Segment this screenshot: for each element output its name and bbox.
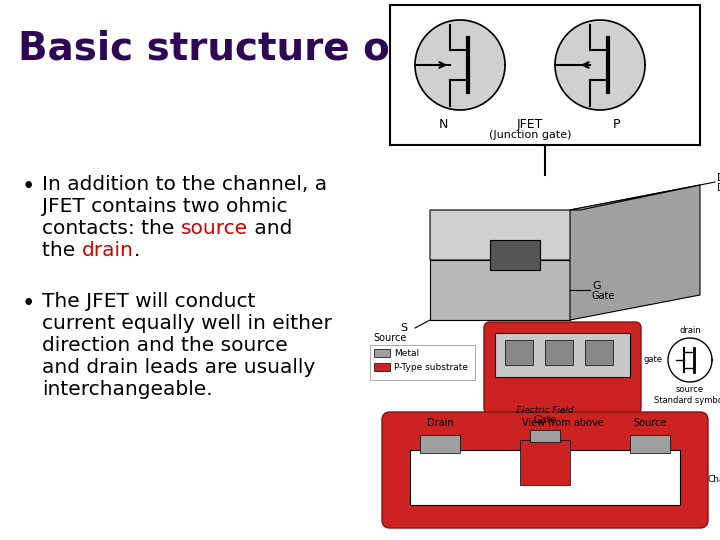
Polygon shape	[430, 260, 570, 320]
Polygon shape	[430, 210, 580, 260]
Text: •: •	[22, 175, 35, 198]
Text: Drain: Drain	[717, 183, 720, 193]
Text: and: and	[248, 219, 292, 238]
Text: P: P	[613, 118, 621, 131]
Text: .: .	[133, 241, 140, 260]
Text: The JFET will conduct: The JFET will conduct	[42, 292, 256, 311]
Text: Basic structure of JFETs: Basic structure of JFETs	[18, 30, 533, 68]
Bar	[505, 340, 533, 365]
Text: Source: Source	[634, 418, 667, 428]
Text: interchangeable.: interchangeable.	[42, 380, 212, 399]
Text: Electric Field: Electric Field	[516, 406, 574, 415]
Text: N: N	[438, 118, 448, 131]
Bar	[390, 5, 700, 145]
Bar	[495, 333, 630, 377]
Text: In addition to the channel, a: In addition to the channel, a	[42, 175, 327, 194]
Text: Source: Source	[374, 333, 407, 343]
Bar	[530, 430, 560, 442]
Polygon shape	[415, 20, 505, 110]
Text: Channel: Channel	[708, 476, 720, 484]
Text: View from above: View from above	[521, 418, 603, 428]
Text: P-Type substrate: P-Type substrate	[394, 362, 468, 372]
Bar	[370, 345, 475, 380]
Text: source: source	[676, 385, 704, 394]
FancyBboxPatch shape	[484, 322, 641, 414]
Polygon shape	[490, 240, 540, 270]
Text: gate: gate	[644, 355, 663, 364]
Text: direction and the source: direction and the source	[42, 336, 288, 355]
Bar	[420, 435, 460, 453]
Text: Gate: Gate	[592, 291, 616, 301]
Text: Metal: Metal	[394, 348, 419, 357]
Text: D: D	[717, 173, 720, 183]
Text: drain: drain	[81, 241, 133, 260]
Bar	[410, 450, 680, 505]
Polygon shape	[570, 185, 700, 320]
Text: (Junction gate): (Junction gate)	[489, 130, 571, 140]
Text: JFET contains two ohmic: JFET contains two ohmic	[42, 197, 287, 216]
FancyBboxPatch shape	[382, 412, 708, 528]
Text: S: S	[400, 323, 407, 333]
Text: the: the	[42, 241, 81, 260]
Text: current equally well in either: current equally well in either	[42, 314, 332, 333]
Text: and drain leads are usually: and drain leads are usually	[42, 358, 315, 377]
Polygon shape	[570, 185, 700, 210]
Polygon shape	[555, 20, 645, 110]
Bar	[374, 363, 390, 371]
Bar	[630, 435, 670, 453]
Text: source: source	[181, 219, 248, 238]
Text: Standard symbol: Standard symbol	[654, 396, 720, 405]
Text: •: •	[22, 292, 35, 315]
Text: drain: drain	[679, 326, 701, 335]
Text: JFET: JFET	[517, 118, 543, 131]
Bar	[520, 440, 570, 485]
Text: G: G	[592, 281, 600, 291]
Bar	[545, 340, 573, 365]
Bar	[585, 340, 613, 365]
Text: Drain: Drain	[427, 418, 454, 428]
Bar	[374, 349, 390, 357]
Text: contacts: the: contacts: the	[42, 219, 181, 238]
Text: Gate: Gate	[534, 415, 557, 425]
